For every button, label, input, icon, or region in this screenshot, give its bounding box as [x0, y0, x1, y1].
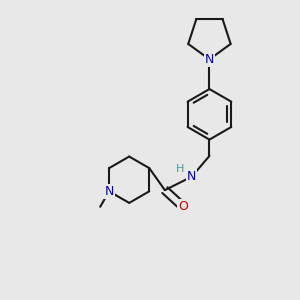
Text: N: N	[187, 170, 196, 183]
Text: H: H	[176, 164, 184, 174]
Text: N: N	[104, 185, 114, 198]
Text: N: N	[205, 53, 214, 66]
Text: O: O	[178, 200, 188, 213]
